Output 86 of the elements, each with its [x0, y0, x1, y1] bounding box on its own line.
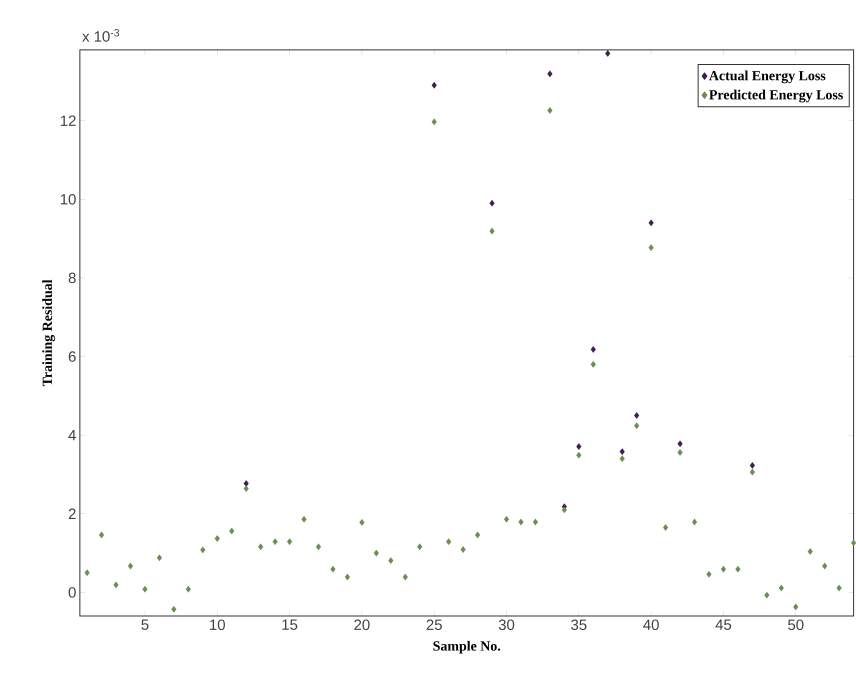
point — [764, 592, 770, 599]
point — [171, 606, 176, 613]
point — [562, 506, 567, 514]
point — [692, 518, 698, 526]
x-tick-label: 25 — [426, 620, 442, 630]
point — [200, 546, 206, 554]
legend-label: Actual Energy Loss — [709, 70, 826, 84]
point — [286, 538, 292, 546]
point — [344, 574, 350, 581]
point — [316, 543, 322, 550]
point — [778, 584, 784, 592]
point — [620, 455, 625, 462]
x-tick-label: 10 — [210, 620, 225, 630]
point — [620, 448, 625, 456]
point — [156, 554, 162, 562]
point — [301, 516, 307, 523]
point — [128, 562, 134, 570]
x-tick-label: 45 — [715, 620, 732, 630]
point — [590, 346, 596, 353]
point — [576, 443, 582, 450]
point — [258, 543, 264, 550]
point — [590, 361, 596, 368]
point — [663, 524, 668, 531]
point — [388, 557, 394, 564]
x-tick-label: 15 — [282, 620, 298, 630]
point — [720, 566, 726, 573]
point — [576, 452, 582, 459]
point — [532, 518, 538, 526]
point — [750, 462, 755, 469]
point — [547, 107, 552, 114]
point — [417, 543, 422, 550]
y-tick-label: 2 — [68, 508, 76, 520]
point — [432, 82, 437, 89]
point — [706, 570, 712, 578]
point — [113, 582, 119, 588]
point — [244, 480, 249, 487]
point — [98, 532, 104, 538]
point — [330, 566, 336, 573]
y-axis-title: Training Residual — [42, 280, 55, 386]
point — [374, 550, 379, 557]
legend-label: Predicted Energy Loss — [709, 90, 843, 102]
y-tick-label: 6 — [68, 351, 76, 362]
point — [677, 449, 683, 456]
y-tick-label: 4 — [68, 430, 76, 440]
point — [836, 584, 842, 592]
point — [402, 574, 408, 581]
point — [229, 528, 234, 535]
point — [677, 440, 683, 448]
point — [214, 535, 220, 542]
point — [489, 228, 495, 235]
point — [547, 70, 552, 78]
point — [504, 516, 510, 523]
x-axis-title: Sample No. — [433, 640, 500, 654]
point — [648, 244, 654, 252]
point — [648, 220, 654, 226]
point — [446, 538, 452, 546]
x-tick-label: 35 — [571, 620, 586, 630]
point — [793, 604, 798, 610]
x-tick-label: 40 — [643, 620, 659, 630]
y-tick-label: 0 — [68, 587, 76, 598]
point — [489, 200, 495, 207]
y-tick-label: 10 — [60, 194, 76, 205]
y-tick-label: 8 — [68, 272, 76, 284]
point — [142, 586, 148, 593]
x-tick-label: 30 — [498, 620, 514, 630]
point — [518, 518, 524, 526]
x-tick-label: 50 — [788, 620, 804, 630]
point — [735, 566, 741, 573]
point — [186, 586, 191, 593]
point — [605, 50, 610, 57]
point — [460, 546, 466, 553]
y-tick-label: 12 — [60, 116, 76, 126]
point — [822, 562, 828, 570]
point — [474, 532, 480, 538]
point — [272, 538, 278, 546]
point — [244, 485, 249, 492]
text: x 10$^{-3}$ — [82, 29, 120, 42]
x-tick-label: 20 — [354, 620, 370, 630]
point — [750, 468, 755, 476]
point — [432, 118, 437, 126]
point — [359, 519, 364, 526]
point — [84, 569, 90, 576]
point — [634, 412, 640, 419]
point — [808, 548, 813, 555]
point — [634, 422, 640, 430]
x-tick-label: 5 — [141, 620, 148, 630]
